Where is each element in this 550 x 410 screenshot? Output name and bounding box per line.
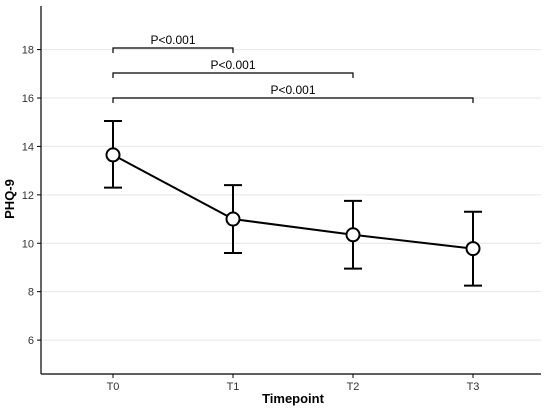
y-tick-label: 6 [28, 335, 34, 347]
significance-brackets: P<0.001 P<0.001 P<0.001 [112, 33, 474, 103]
significance-bracket [112, 47, 234, 53]
significance-label: P<0.001 [150, 33, 195, 47]
significance-label: P<0.001 [210, 58, 255, 72]
y-tick-label: 16 [22, 93, 34, 105]
data-point [105, 147, 121, 163]
x-tick-label: T2 [347, 381, 360, 393]
significance-label: P<0.001 [270, 83, 315, 97]
y-tick-label: 8 [28, 287, 34, 299]
x-tick-label: T1 [227, 381, 240, 393]
data-point [345, 227, 361, 243]
y-tick-label: 18 [22, 45, 34, 57]
y-tick-label: 12 [22, 190, 34, 202]
series [104, 120, 482, 287]
y-axis-title: PHQ-9 [2, 179, 17, 219]
data-point [225, 211, 241, 227]
x-tick-label: T3 [467, 381, 480, 393]
significance-bracket [112, 72, 354, 78]
y-tick-label: 14 [22, 141, 34, 153]
x-axis-title: Timepoint [262, 391, 325, 406]
data-point [465, 241, 481, 257]
axes: 6 8 10 12 14 16 18 T0 T1 T2 T3 [22, 6, 541, 393]
series-line [112, 154, 474, 250]
x-tick-label: T0 [107, 381, 120, 393]
significance-bracket [112, 97, 474, 103]
y-tick-label: 10 [22, 238, 34, 250]
